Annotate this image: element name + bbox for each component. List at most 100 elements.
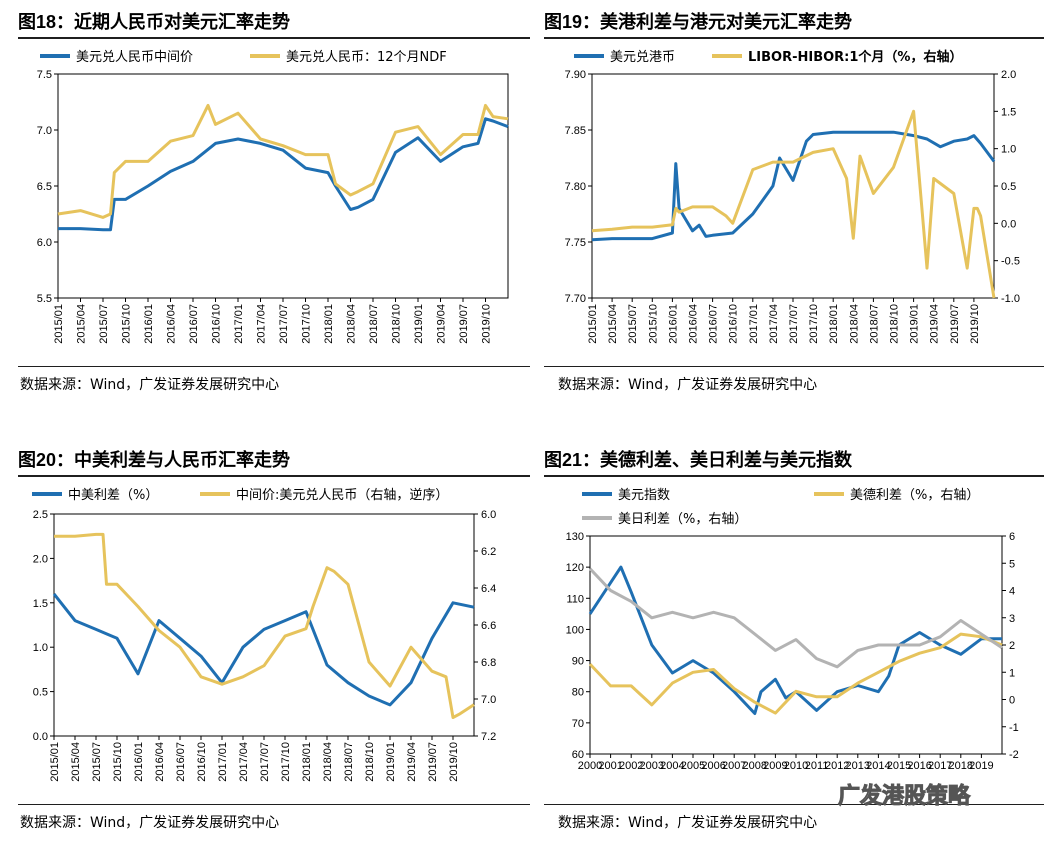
y2-tick-label: 5 [1009, 558, 1015, 570]
legend-label: 中间价:美元兑人民币（右轴，逆序） [236, 488, 449, 503]
y-tick-label: 100 [566, 624, 584, 636]
x-tick-label: 2015/07 [98, 304, 110, 344]
x-tick-label: 2017/01 [233, 304, 245, 344]
series-line-gray [588, 567, 1003, 669]
y2-tick-label: 1 [1009, 667, 1015, 679]
title-rule [18, 475, 530, 477]
x-tick-label: 2015 [887, 760, 911, 772]
legend-swatch-gold [814, 491, 844, 496]
source-rule [544, 366, 1044, 367]
source-note: 数据来源：Wind，广发证券发展研究中心 [558, 815, 818, 831]
y-tick-label: 1.0 [33, 642, 48, 654]
x-tick-label: 2006 [701, 760, 725, 772]
x-tick-label: 2000 [578, 760, 602, 772]
x-tick-label: 2017/01 [217, 742, 229, 782]
x-tick-label: 2016/01 [143, 304, 155, 344]
panel-title: 图21：美德利差、美日利差与美元指数 [544, 450, 853, 471]
x-tick-label: 2017/04 [256, 304, 268, 344]
x-tick-label: 2017/01 [748, 304, 760, 344]
y2-tick-label: 7.2 [481, 731, 496, 743]
x-tick-label: 2002 [619, 760, 643, 772]
x-tick-label: 2019/07 [949, 304, 961, 344]
legend-label: 美日利差（%，右轴） [618, 512, 748, 527]
y2-tick-label: 1.0 [1001, 144, 1016, 156]
y-tick-label: 2.0 [33, 553, 48, 565]
x-tick-label: 2018/01 [323, 304, 335, 344]
x-tick-label: 2018/01 [828, 304, 840, 344]
plot-frame [57, 73, 509, 299]
source-rule [544, 804, 1044, 805]
y2-tick-label: 0.5 [1001, 181, 1016, 193]
y-tick-label: 130 [566, 531, 584, 543]
chart-svg: 7.70 7.75 7.80 7.85 7.90 -1.0 -0.5 0.0 0.5 1.0 1.5… [565, 69, 1020, 344]
legend-item: 美元指数 [582, 484, 670, 503]
x-tick-label: 2012 [825, 760, 849, 772]
legend-item: 中美利差（%） [32, 484, 158, 503]
panel-title: 图18：近期人民币对美元汇率走势 [18, 12, 291, 33]
x-tick-label: 2017/07 [788, 304, 800, 344]
x-tick-label: 2016/01 [133, 742, 145, 782]
legend-swatch-gold [250, 53, 280, 58]
y2-tick-label: 6.8 [481, 657, 496, 669]
legend-swatch-gold [712, 53, 742, 58]
x-tick-label: 2015/04 [76, 304, 88, 344]
x-tick-label: 2015/01 [587, 304, 599, 344]
x-tick-label: 2017/10 [301, 304, 313, 344]
x-tick-label: 2004 [660, 760, 684, 772]
y-tick-label: 7.90 [565, 69, 586, 81]
chart-svg: 5.5 6.0 6.5 7.0 7.5 2015/01 2015/04 2015/07 2015… [37, 69, 509, 344]
legend-item: 美元兑人民币中间价 [40, 46, 193, 65]
y2-tick-label: 2.0 [1001, 69, 1016, 81]
x-tick-label: 2019 [969, 760, 993, 772]
x-tick-label: 2017/07 [278, 304, 290, 344]
legend-item: 美德利差（%，右轴） [814, 484, 979, 503]
x-tick-label: 2018/07 [868, 304, 880, 344]
y-tick-label: 7.5 [37, 69, 52, 81]
chart-panel-21: 图21：美德利差、美日利差与美元指数 美元指数 美德利差（%，右轴） 美日利差（… [544, 438, 1044, 838]
x-tick-label: 2018/04 [848, 304, 860, 344]
y2-tick-label: 4 [1009, 586, 1015, 598]
title-rule [18, 37, 530, 39]
legend-item: 美元兑人民币：12个月NDF [250, 46, 447, 65]
x-tick-label: 2017/04 [238, 742, 250, 782]
x-tick-label: 2001 [598, 760, 622, 772]
legend-item: 美日利差（%，右轴） [582, 508, 747, 527]
x-tick-label: 2019/04 [406, 742, 418, 782]
y-tick-label: 7.70 [565, 293, 586, 305]
x-tick-label: 2018/10 [391, 304, 403, 344]
x-tick-label: 2018/07 [368, 304, 380, 344]
y2-tick-label: 6.2 [481, 546, 496, 558]
y-tick-label: 1.5 [33, 598, 48, 610]
series-line-gold [588, 632, 1003, 715]
x-tick-label: 2013 [846, 760, 870, 772]
x-tick-label: 2017/07 [259, 742, 271, 782]
series-line-blue [591, 130, 996, 242]
legend-item: 中间价:美元兑人民币（右轴，逆序） [200, 484, 448, 503]
legend-swatch-blue [40, 53, 70, 58]
x-tick-label: 2016 [907, 760, 931, 772]
x-tick-label: 2011 [805, 760, 829, 772]
x-tick-label: 2018/04 [322, 742, 334, 782]
source-note: 数据来源：Wind，广发证券发展研究中心 [20, 815, 280, 831]
y2-tick-label: 6.6 [481, 620, 496, 632]
x-tick-label: 2016/04 [166, 304, 178, 344]
y2-tick-label: 0 [1009, 695, 1015, 707]
legend-label: 美元指数 [618, 488, 671, 503]
y2-tick-label: 7.0 [481, 694, 496, 706]
legend-item: 美元兑港币 [574, 46, 675, 65]
x-tick-label: 2018/10 [889, 304, 901, 344]
x-tick-label: 2017/10 [808, 304, 820, 344]
panel-title: 图19：美港利差与港元对美元汇率走势 [544, 12, 853, 33]
x-tick-label: 2016/04 [688, 304, 700, 344]
chart-svg: 60708090100110120130-2-10123456200020012… [566, 531, 1019, 772]
x-tick-label: 2015/07 [91, 742, 103, 782]
legend-label: 中美利差（%） [68, 488, 159, 503]
x-tick-label: 2017/04 [768, 304, 780, 344]
title-rule [544, 37, 1044, 39]
x-tick-label: 2016/04 [154, 742, 166, 782]
x-tick-label: 2003 [640, 760, 664, 772]
x-tick-label: 2017/10 [280, 742, 292, 782]
x-tick-label: 2015/04 [70, 742, 82, 782]
x-tick-label: 2019/01 [413, 304, 425, 344]
source-rule [18, 804, 530, 805]
